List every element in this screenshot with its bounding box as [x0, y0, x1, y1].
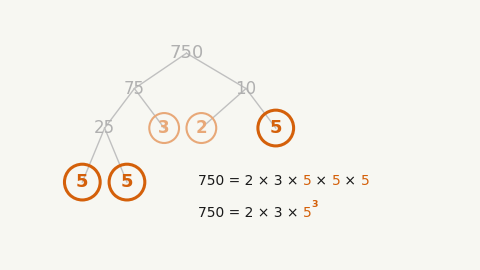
- Text: 5: 5: [332, 174, 340, 188]
- Text: ×: ×: [340, 174, 361, 188]
- Text: 5: 5: [76, 173, 89, 191]
- Text: 3: 3: [158, 119, 170, 137]
- Text: 3: 3: [311, 200, 318, 209]
- Text: 5: 5: [361, 174, 370, 188]
- Text: 750: 750: [169, 44, 204, 62]
- Text: 5: 5: [302, 174, 311, 188]
- Text: 10: 10: [235, 80, 257, 97]
- Text: 75: 75: [124, 80, 145, 97]
- Text: 5: 5: [269, 119, 282, 137]
- Text: 750 = 2 × 3 ×: 750 = 2 × 3 ×: [198, 174, 302, 188]
- Text: 25: 25: [94, 119, 115, 137]
- Text: 750 = 2 × 3 ×: 750 = 2 × 3 ×: [198, 206, 302, 220]
- Text: 5: 5: [302, 206, 311, 220]
- Text: 5: 5: [120, 173, 133, 191]
- Text: ×: ×: [311, 174, 332, 188]
- Text: 2: 2: [195, 119, 207, 137]
